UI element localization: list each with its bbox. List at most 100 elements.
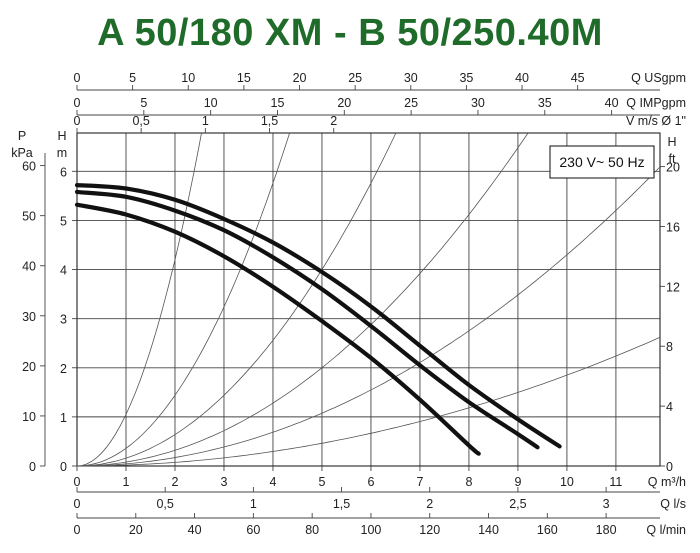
chart-title: A 50/180 XM - B 50/250.40M	[97, 12, 603, 54]
x-tick-label: 10	[560, 475, 574, 489]
h-tick-label: 1	[60, 411, 67, 425]
bottom-tick-label-lmin: 0	[74, 523, 81, 537]
h-tick-label: 6	[60, 165, 67, 179]
x-tick-label: 7	[416, 475, 423, 489]
h-tick-label: 0	[60, 460, 67, 474]
h-tick-label: 5	[60, 214, 67, 228]
bottom-tick-label-lmin: 140	[478, 523, 499, 537]
ft-tick-label: 4	[666, 400, 673, 414]
top-tick-label-velocity: 2	[330, 114, 337, 128]
bottom-tick-label-lmin: 160	[537, 523, 558, 537]
top-tick-label-usgpm: 20	[293, 71, 307, 85]
top-tick-label-usgpm: 10	[181, 71, 195, 85]
h-tick-label: 2	[60, 362, 67, 376]
top-tick-label-usgpm: 15	[237, 71, 251, 85]
top-tick-label-velocity: 0	[74, 114, 81, 128]
top-tick-label-impgpm: 30	[471, 96, 485, 110]
annotation-box: 230 V~ 50 Hz	[549, 145, 655, 179]
system-curve	[77, 132, 529, 467]
x-tick-label: 3	[220, 475, 227, 489]
top-axis-label-usgpm: Q USgpm	[631, 71, 686, 85]
x-tick-label: 2	[172, 475, 179, 489]
top-tick-label-impgpm: 40	[605, 96, 619, 110]
ft-axis-unit: ft	[669, 152, 676, 166]
bottom-tick-label-ls: 0,5	[156, 497, 173, 511]
pump-curve-3	[74, 202, 481, 456]
ft-tick-label: 12	[666, 280, 680, 294]
top-axis-label-impgpm: Q IMPgpm	[626, 96, 686, 110]
p-axis-label: P	[18, 129, 26, 143]
top-tick-label-velocity: 1,5	[261, 114, 278, 128]
axes: 0 1 2 3 4 5 6 7 8 9 10 11 Q m³/h0123456Hm01020304050…	[11, 71, 686, 537]
p-tick-label: 50	[22, 210, 36, 224]
p-tick-label: 40	[22, 260, 36, 274]
top-tick-label-velocity: 0,5	[132, 114, 149, 128]
top-tick-label-usgpm: 25	[348, 71, 362, 85]
x-tick-label: 11	[609, 475, 622, 489]
system-curve	[76, 132, 202, 467]
top-tick-label-usgpm: 30	[404, 71, 418, 85]
x-tick-label: 5	[318, 475, 325, 489]
bottom-tick-label-lmin: 40	[188, 523, 202, 537]
p-tick-label: 20	[22, 360, 36, 374]
bottom-tick-label-ls: 2	[426, 497, 433, 511]
bottom-tick-label-lmin: 120	[419, 523, 440, 537]
top-tick-label-impgpm: 15	[271, 96, 285, 110]
bottom-tick-label-lmin: 180	[596, 523, 617, 537]
bottom-tick-label-lmin: 20	[129, 523, 143, 537]
ft-tick-label: 16	[666, 220, 680, 234]
top-tick-label-impgpm: 20	[337, 96, 351, 110]
p-tick-label: 60	[22, 160, 36, 174]
bottom-axis-label-ls: Q l/s	[660, 497, 686, 511]
bottom-tick-label-ls: 3	[603, 497, 610, 511]
pump-curve-2	[74, 189, 540, 450]
annotation-text: 230 V~ 50 Hz	[559, 154, 644, 170]
bottom-tick-label-ls: 1	[250, 497, 257, 511]
p-tick-label: 0	[29, 460, 36, 474]
system-curve	[76, 132, 397, 467]
top-tick-label-usgpm: 40	[515, 71, 529, 85]
x-tick-label: 8	[465, 475, 472, 489]
bottom-tick-label-ls: 0	[74, 497, 81, 511]
system-curve	[76, 132, 290, 467]
p-axis-unit: kPa	[11, 146, 33, 160]
top-tick-label-usgpm: 35	[459, 71, 473, 85]
top-tick-label-usgpm: 45	[571, 71, 585, 85]
h-axis-label: H	[57, 129, 66, 143]
bottom-tick-label-lmin: 100	[361, 523, 382, 537]
bottom-axis-label-lmin: Q l/min	[646, 523, 686, 537]
grid	[76, 132, 661, 467]
x-tick-label: 0	[74, 475, 81, 489]
system-curve	[77, 166, 661, 467]
top-tick-label-impgpm: 25	[404, 96, 418, 110]
top-tick-label-velocity: 1	[202, 114, 209, 128]
ft-axis-label: H	[667, 135, 676, 149]
top-tick-label-impgpm: 5	[140, 96, 147, 110]
bottom-tick-label-lmin: 60	[246, 523, 260, 537]
pump-curves	[74, 183, 562, 456]
top-tick-label-usgpm: 0	[74, 71, 81, 85]
h-tick-label: 4	[60, 264, 67, 278]
h-axis-unit: m	[57, 146, 67, 160]
system-curves	[76, 132, 661, 467]
bottom-tick-label-lmin: 80	[305, 523, 319, 537]
top-tick-label-impgpm: 0	[74, 96, 81, 110]
ft-tick-label: 20	[666, 161, 680, 175]
x-tick-label: 1	[123, 475, 130, 489]
x-axis-label: Q m³/h	[648, 475, 686, 489]
x-tick-label: 9	[514, 475, 521, 489]
bottom-tick-label-ls: 2,5	[509, 497, 526, 511]
x-tick-label: 6	[367, 475, 374, 489]
top-tick-label-impgpm: 10	[204, 96, 218, 110]
ft-tick-label: 8	[666, 340, 673, 354]
top-axis-label-velocity: V m/s Ø 1"	[626, 114, 686, 128]
p-tick-label: 30	[22, 310, 36, 324]
top-tick-label-usgpm: 5	[129, 71, 136, 85]
annotation-frame	[549, 145, 655, 179]
bottom-tick-label-ls: 1,5	[333, 497, 350, 511]
ft-tick-label: 0	[666, 460, 673, 474]
top-tick-label-impgpm: 35	[538, 96, 552, 110]
plot-frame	[76, 132, 661, 467]
p-tick-label: 10	[22, 410, 36, 424]
